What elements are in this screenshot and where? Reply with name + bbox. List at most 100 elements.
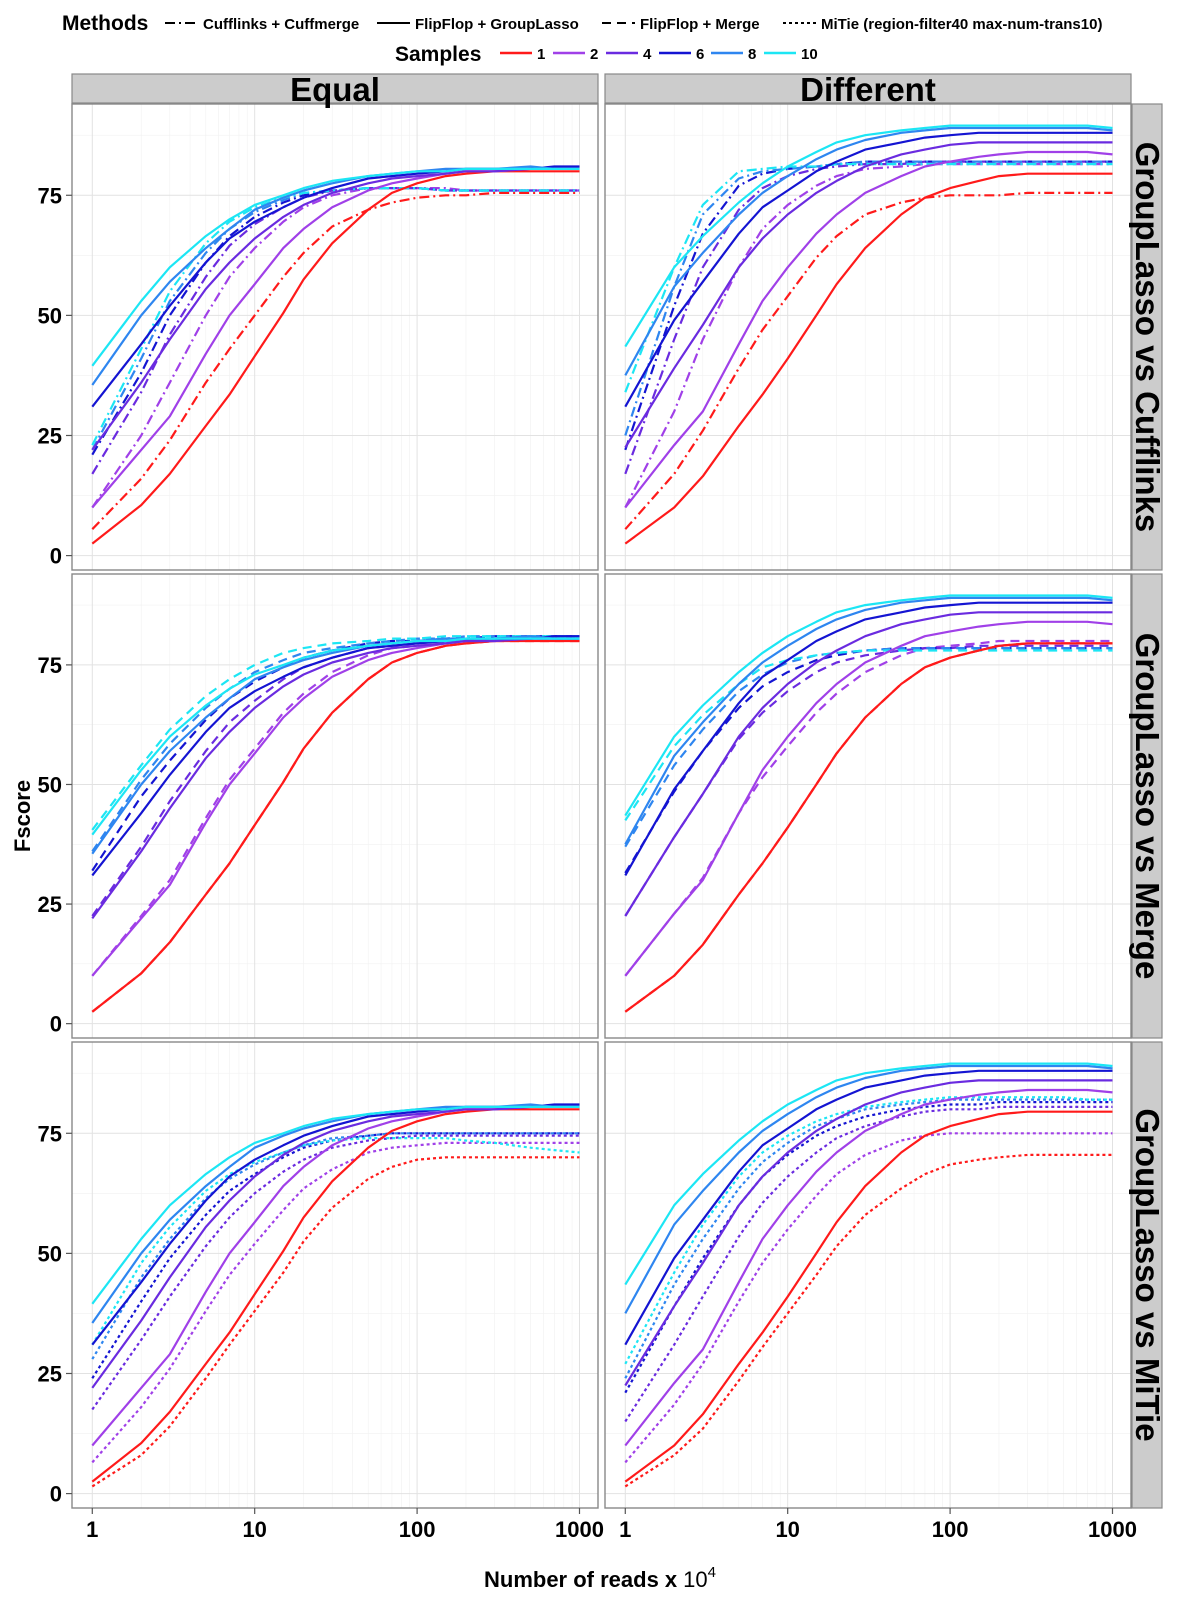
series-grouplasso-samples-2 [624, 1088, 1113, 1447]
legend-sample-label-6: 6 [696, 46, 704, 63]
y-tick-label: 25 [38, 1361, 62, 1386]
x-tick-label: 100 [399, 1517, 436, 1542]
series-mitie-samples-4 [91, 1134, 580, 1411]
axes: 0 25 50 75 0 25 50 75 0 25 50 75 1 10 100 1000 1 10 100 100… [38, 183, 1137, 1542]
series-grouplasso-samples-8 [624, 126, 1113, 376]
series-grouplasso-samples-4 [624, 1079, 1113, 1387]
y-tick-label: 50 [38, 303, 62, 328]
series-grouplasso-samples-10 [91, 167, 580, 367]
y-tick-label: 0 [50, 1482, 62, 1507]
column-strip-different [604, 73, 1132, 104]
panel-mitie-different [604, 1041, 1132, 1509]
methods-legend-title: Methods [62, 12, 148, 35]
legend-sample-label-8: 8 [748, 46, 756, 63]
x-axis-title-text: Number of reads x [484, 1567, 678, 1592]
series-cufflinks-samples-2 [91, 187, 580, 509]
y-tick-label: 50 [38, 1241, 62, 1266]
panel-cufflinks-different [604, 103, 1132, 571]
samples-legend-title: Samples [395, 43, 481, 66]
series-merge-samples-10 [91, 635, 580, 831]
x-axis-title-base: 10 [683, 1567, 707, 1592]
column-strip-equal [71, 73, 599, 104]
x-tick-label: 10 [242, 1517, 266, 1542]
series-grouplasso-samples-6 [624, 131, 1113, 408]
series-grouplasso-samples-10 [624, 1062, 1113, 1286]
series-grouplasso-samples-4 [91, 167, 580, 451]
legend-sample-label-1: 1 [537, 46, 545, 63]
y-tick-label: 0 [50, 544, 62, 569]
y-axis-title: Fscore [10, 780, 35, 852]
series-grouplasso-samples-1 [624, 172, 1113, 545]
series-mitie-samples-1 [624, 1153, 1113, 1488]
series-lines [91, 635, 580, 1013]
legend-sample-label-4: 4 [643, 46, 652, 63]
series-cufflinks-samples-1 [624, 191, 1113, 530]
series-lines [91, 1103, 580, 1488]
legend-method-label-gl: FlipFlop + GroupLasso [415, 16, 579, 33]
series-grouplasso-samples-10 [91, 637, 580, 836]
legend-method-label-mitie: MiTie (region-filter40 max-num-trans10) [821, 16, 1102, 33]
series-grouplasso-samples-6 [624, 601, 1113, 876]
series-merge-samples-8 [624, 646, 1113, 848]
series-grouplasso-samples-4 [624, 141, 1113, 449]
y-tick-label: 25 [38, 423, 62, 448]
x-tick-label: 1 [86, 1517, 98, 1542]
series-grouplasso-samples-1 [624, 642, 1113, 1013]
y-tick-label: 25 [38, 892, 62, 917]
series-merge-samples-6 [91, 635, 580, 872]
series-mitie-samples-2 [624, 1132, 1113, 1464]
facet-strips: Equal Different GroupLasso vs Cufflinks Gro… [71, 71, 1166, 1509]
series-cufflinks-samples-8 [624, 160, 1113, 436]
series-mitie-samples-1 [91, 1156, 580, 1488]
panel-border [71, 1041, 599, 1509]
series-grouplasso-samples-6 [624, 1069, 1113, 1346]
panel-background [605, 104, 1131, 570]
samples-legend-items: 1 2 4 6 8 10 [500, 46, 818, 63]
column-strip-label-equal: Equal [290, 71, 380, 108]
row-strip-cufflinks [1131, 103, 1163, 571]
series-grouplasso-samples-2 [624, 620, 1113, 977]
series-mitie-samples-6 [624, 1100, 1113, 1394]
panel-merge-different [604, 573, 1132, 1039]
series-lines [624, 1062, 1113, 1488]
series-mitie-samples-8 [91, 1132, 580, 1360]
series-grouplasso-samples-8 [624, 596, 1113, 845]
series-cufflinks-samples-1 [91, 191, 580, 530]
x-axis-title: Number of reads x 104 [484, 1564, 716, 1592]
series-grouplasso-samples-2 [624, 150, 1113, 509]
x-tick-label: 1000 [555, 1517, 604, 1542]
x-axis-title-exponent: 4 [708, 1564, 716, 1581]
series-cufflinks-samples-10 [624, 163, 1113, 393]
series-lines [624, 124, 1113, 545]
series-grouplasso-samples-10 [624, 124, 1113, 348]
x-tick-label: 10 [775, 1517, 799, 1542]
methods-legend-items: Cufflinks + Cuffmerge FlipFlop + GroupLas… [165, 16, 1102, 33]
series-lines [624, 594, 1113, 1013]
y-tick-label: 50 [38, 772, 62, 797]
panel-border [604, 573, 1132, 1039]
series-cufflinks-samples-10 [91, 187, 580, 446]
series-cufflinks-samples-4 [91, 187, 580, 475]
series-mitie-samples-10 [624, 1096, 1113, 1365]
series-grouplasso-samples-8 [624, 1064, 1113, 1314]
panel-border [71, 103, 599, 571]
series-mitie-samples-4 [624, 1105, 1113, 1423]
facet-panels [71, 103, 1132, 1509]
series-grouplasso-samples-4 [91, 637, 580, 920]
panel-background [72, 1042, 598, 1508]
x-tick-label: 1 [619, 1517, 631, 1542]
x-tick-label: 100 [932, 1517, 969, 1542]
legend-method-label-merge: FlipFlop + Merge [640, 16, 760, 33]
y-tick-label: 75 [38, 653, 62, 678]
series-grouplasso-samples-10 [91, 1105, 580, 1305]
legend: Methods Samples Cufflinks + Cuffmerge Fli… [62, 12, 1102, 66]
series-grouplasso-samples-4 [624, 611, 1113, 917]
panel-border [604, 103, 1132, 571]
series-grouplasso-samples-10 [624, 594, 1113, 817]
panel-merge-equal [71, 573, 599, 1039]
series-mitie-samples-8 [624, 1098, 1113, 1379]
row-strip-merge [1131, 573, 1163, 1039]
legend-method-label-cuff: Cufflinks + Cuffmerge [203, 16, 359, 33]
series-mitie-samples-10 [91, 1136, 580, 1346]
